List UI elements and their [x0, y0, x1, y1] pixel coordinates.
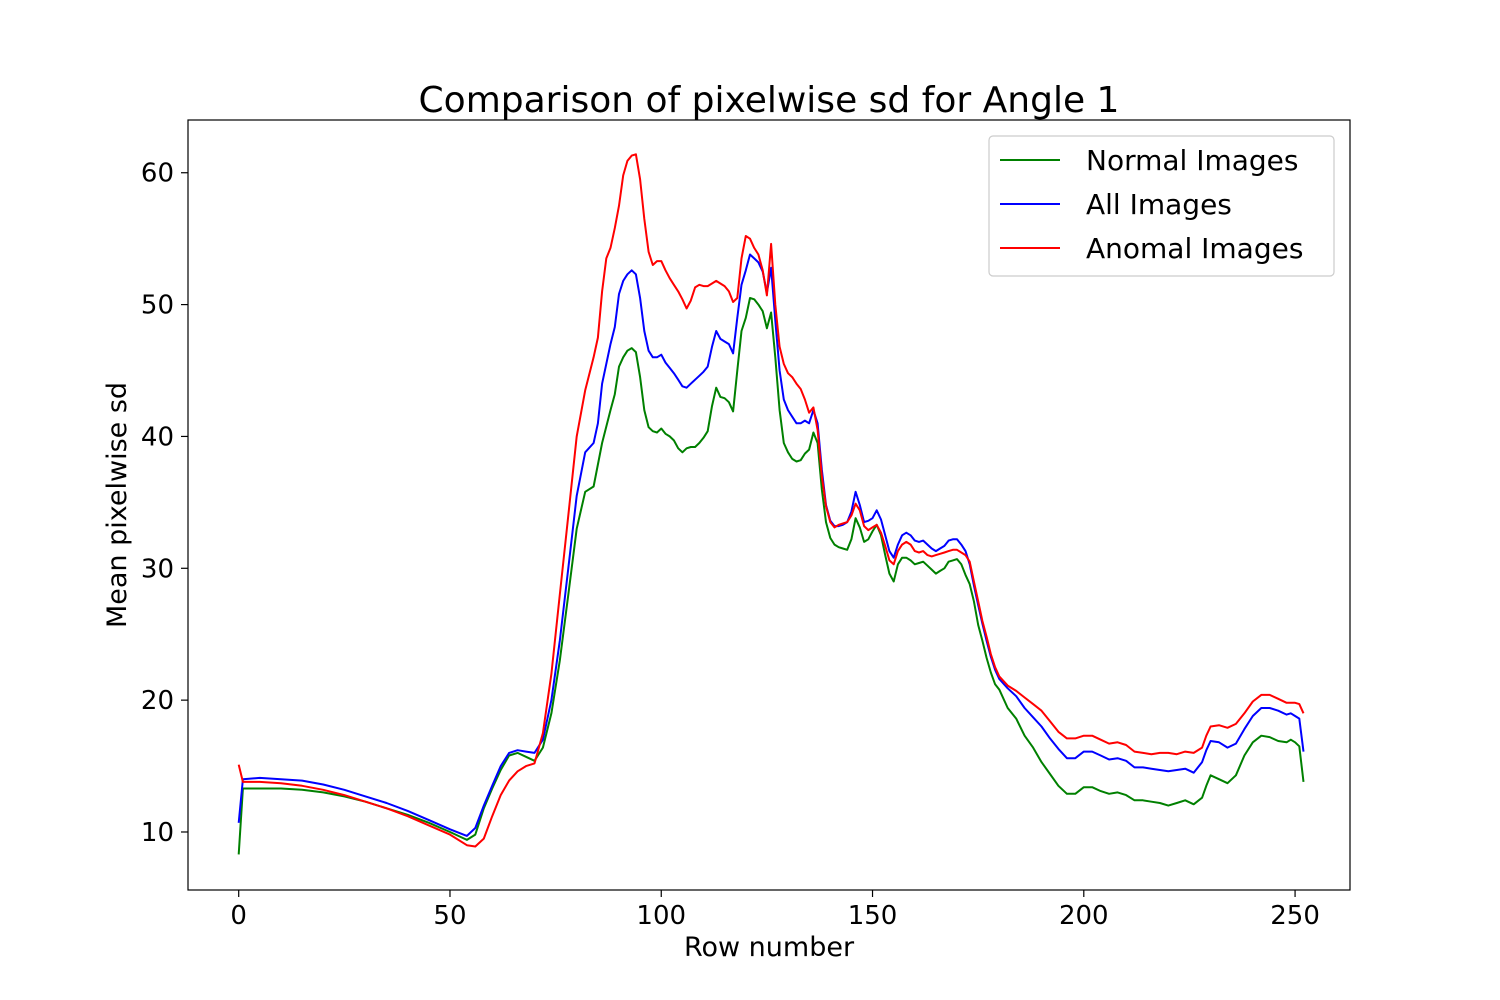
series-line-all-images — [237, 253, 1305, 837]
x-tick-label: 0 — [230, 901, 247, 931]
chart-title: Comparison of pixelwise sd for Angle 1 — [419, 80, 1120, 121]
plot-lines — [237, 153, 1305, 855]
series-line-normal-images — [237, 297, 1305, 855]
series-line-anomal-images — [237, 153, 1305, 848]
y-tick-label: 10 — [141, 818, 174, 848]
x-axis-title: Row number — [684, 932, 855, 963]
legend-box — [988, 135, 1335, 277]
legend-label: Normal Images — [1086, 144, 1299, 177]
y-axis: 10 20 30 40 50 60 — [141, 159, 188, 848]
y-axis-title: Mean pixelwise sd — [102, 382, 133, 628]
x-tick-label: 250 — [1270, 901, 1320, 931]
x-tick-label: 100 — [636, 901, 686, 931]
y-tick-label: 40 — [141, 422, 174, 452]
x-tick-label: 150 — [848, 901, 898, 931]
x-tick-label: 50 — [433, 901, 466, 931]
y-tick-label: 20 — [141, 686, 174, 716]
y-tick-label: 50 — [141, 291, 174, 321]
legend-label: Anomal Images — [1086, 232, 1303, 265]
x-tick-label: 200 — [1059, 901, 1109, 931]
legend: Normal Images All Images Anomal Images — [988, 135, 1335, 277]
y-tick-label: 30 — [141, 554, 174, 584]
legend-label: All Images — [1086, 188, 1232, 221]
x-axis: 0 50 100 150 200 250 — [230, 890, 1320, 931]
y-tick-label: 60 — [141, 159, 174, 189]
plot-frame — [187, 119, 1351, 891]
